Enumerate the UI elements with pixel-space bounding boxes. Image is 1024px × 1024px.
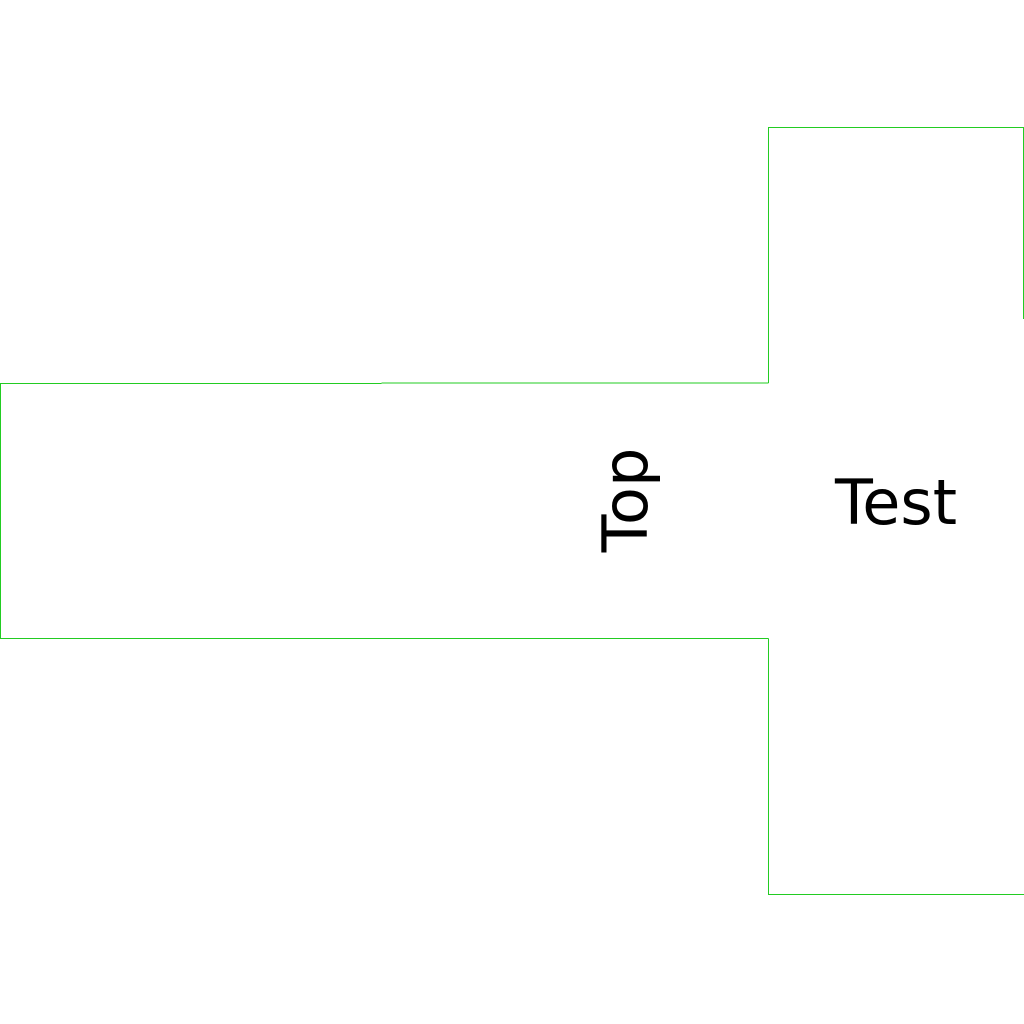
horizontal-strip-outline: [0, 382, 769, 639]
label-test: Test: [834, 466, 957, 539]
lower-panel-outline: [768, 638, 1024, 895]
label-top: Top: [589, 448, 662, 554]
